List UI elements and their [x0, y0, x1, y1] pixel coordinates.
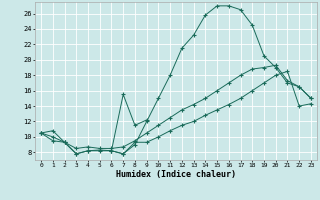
X-axis label: Humidex (Indice chaleur): Humidex (Indice chaleur)	[116, 170, 236, 179]
